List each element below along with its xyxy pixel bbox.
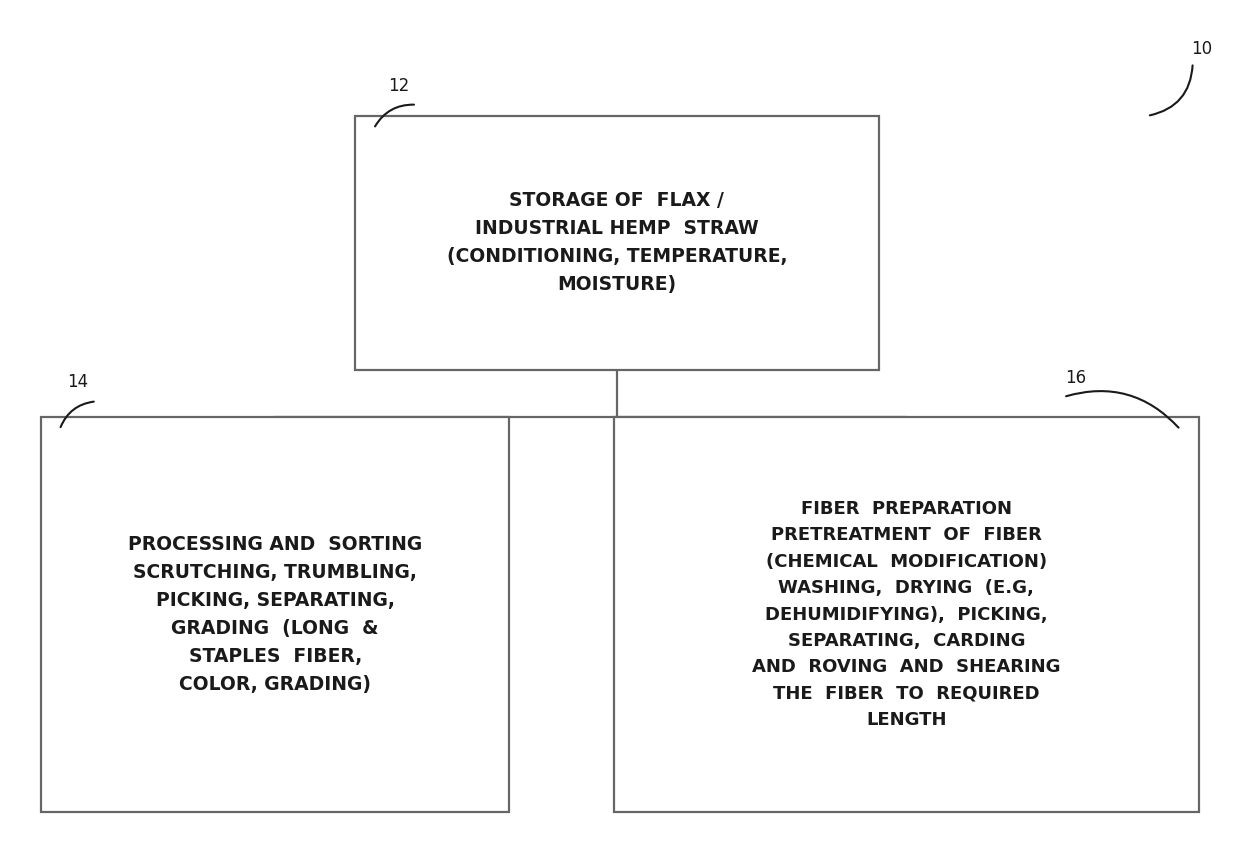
Text: STORAGE OF  FLAX /
INDUSTRIAL HEMP  STRAW
(CONDITIONING, TEMPERATURE,
MOISTURE): STORAGE OF FLAX / INDUSTRIAL HEMP STRAW … — [446, 191, 787, 294]
Text: PROCESSING AND  SORTING
SCRUTCHING, TRUMBLING,
PICKING, SEPARATING,
GRADING  (LO: PROCESSING AND SORTING SCRUTCHING, TRUMB… — [128, 535, 423, 694]
Text: 16: 16 — [1065, 369, 1086, 387]
Bar — [355, 116, 879, 370]
Text: FIBER  PREPARATION
PRETREATMENT  OF  FIBER
(CHEMICAL  MODIFICATION)
WASHING,  DR: FIBER PREPARATION PRETREATMENT OF FIBER … — [753, 500, 1060, 729]
Text: 14: 14 — [67, 373, 88, 391]
Bar — [41, 417, 510, 812]
Text: 12: 12 — [388, 77, 409, 95]
Bar — [614, 417, 1199, 812]
Text: 10: 10 — [1190, 40, 1211, 58]
